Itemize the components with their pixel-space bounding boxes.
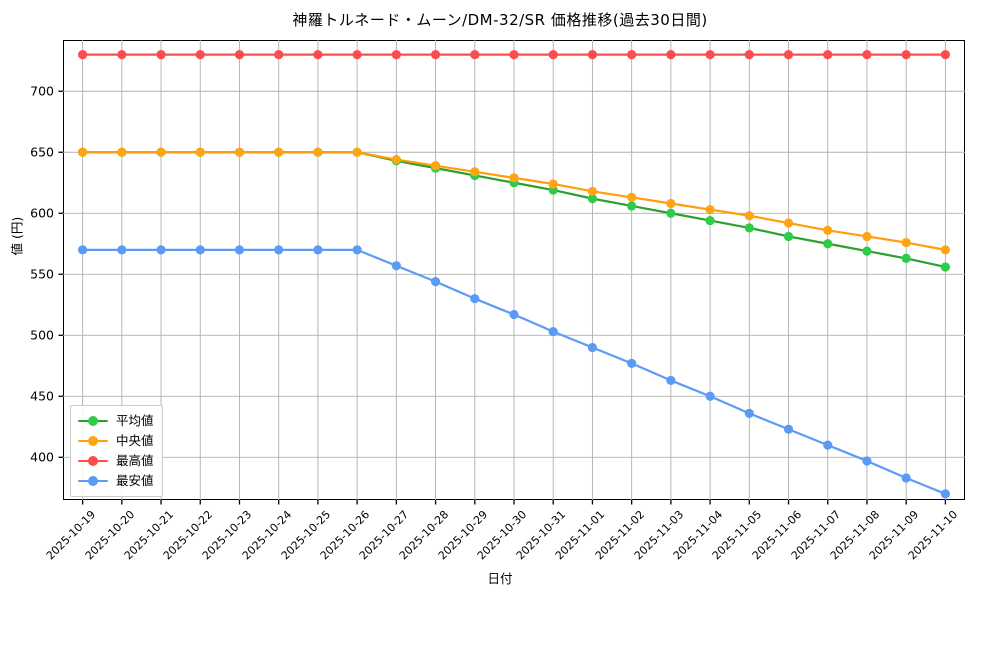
- legend-label: 中央値: [116, 432, 154, 448]
- x-axis-label: 日付: [487, 571, 513, 586]
- legend-label: 最安値: [116, 472, 154, 488]
- chart-legend: 平均値中央値最高値最安値: [70, 405, 163, 497]
- y-tick-label: 500: [30, 327, 54, 343]
- y-tick-label: 550: [30, 266, 54, 282]
- legend-label: 最高値: [116, 452, 154, 468]
- legend-item-4[interactable]: 最安値: [78, 471, 154, 491]
- y-axis-label: 値 (円): [9, 216, 25, 256]
- legend-item-1[interactable]: 平均値: [78, 411, 154, 431]
- y-tick-label: 450: [30, 388, 54, 404]
- legend-swatch-icon: [78, 414, 108, 428]
- legend-item-3[interactable]: 最高値: [78, 451, 154, 471]
- y-tick-label: 600: [30, 205, 54, 221]
- y-tick-label: 700: [30, 83, 54, 99]
- legend-swatch-icon: [78, 454, 108, 468]
- legend-swatch-icon: [78, 474, 108, 488]
- price-history-chart: 神羅トルネード・ムーン/DM-32/SR 価格推移(過去30日間) 値 (円) …: [9, 11, 965, 586]
- legend-swatch-icon: [78, 434, 108, 448]
- plot-area: [63, 40, 965, 500]
- y-tick-label: 400: [30, 449, 54, 465]
- legend-label: 平均値: [116, 412, 154, 428]
- y-tick-label: 650: [30, 144, 54, 160]
- legend-item-2[interactable]: 中央値: [78, 431, 154, 451]
- chart-title: 神羅トルネード・ムーン/DM-32/SR 価格推移(過去30日間): [292, 11, 708, 29]
